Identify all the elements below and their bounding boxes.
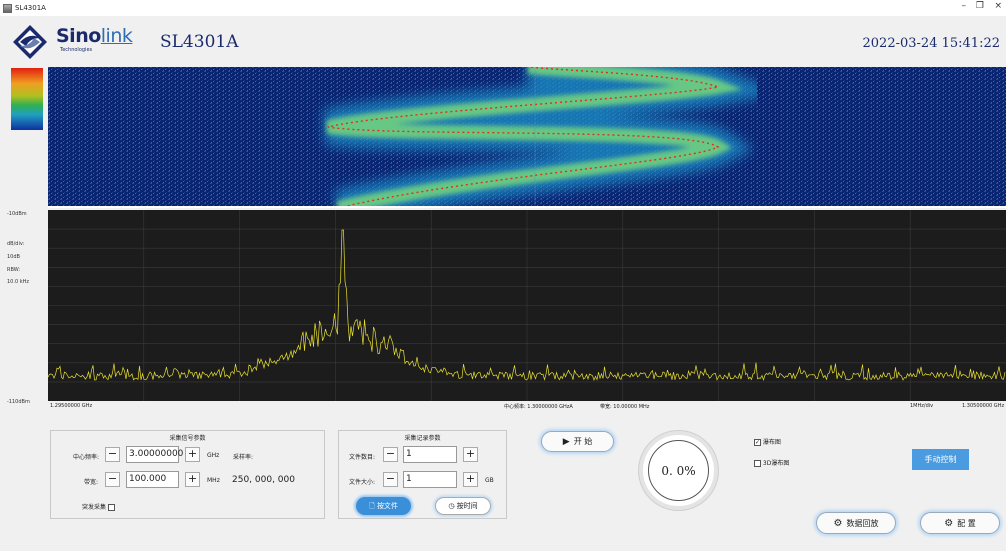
- sample-rate-value: 250, 000, 000: [232, 475, 295, 485]
- spectrum-trace: [48, 229, 1006, 382]
- bandwidth-input[interactable]: 100.000: [126, 471, 179, 488]
- ref-level-top: -10dBm: [7, 211, 27, 217]
- ref-level-bottom: -110dBm: [7, 399, 30, 405]
- waterfall-display: [48, 67, 1006, 208]
- center-freq-input[interactable]: 3.00000000: [126, 446, 183, 463]
- file-count-decrement-button[interactable]: −: [383, 447, 398, 462]
- minimize-button[interactable]: –: [961, 1, 967, 11]
- sinolink-logo-icon: [13, 25, 47, 59]
- rbw-value: 10.0 kHz: [7, 279, 30, 285]
- axis-stop-freq: 1.30500000 GHz: [962, 403, 1005, 409]
- burst-acquire-label: 突发采集: [82, 502, 115, 511]
- file-size-increment-button[interactable]: +: [463, 472, 478, 487]
- bandwidth-label: 带宽:: [84, 479, 99, 486]
- by-file-button[interactable]: 🗋 按文件: [356, 497, 411, 515]
- waterfall-plot: [48, 67, 1006, 206]
- file-size-label: 文件大小:: [349, 479, 376, 486]
- start-button[interactable]: ▶ 开 始: [541, 431, 614, 452]
- acquisition-params-panel: 采集信号参数 中心频率: − 3.00000000 + GHz 采样率: 带宽:…: [50, 430, 325, 519]
- axis-center-freq: 中心频率: 1.30000000 GHzA: [504, 404, 573, 410]
- axis-span: 带宽: 10.00000 MHz: [600, 404, 650, 410]
- file-count-input[interactable]: 1: [403, 446, 457, 463]
- waterfall3d-option: 3D瀑布图: [754, 458, 789, 467]
- header: Sinolink Technologies SL4301A 2022-03-24…: [0, 16, 1006, 66]
- brand-subtitle: Technologies: [60, 47, 93, 53]
- sample-rate-label: 采样率:: [233, 454, 254, 461]
- close-button[interactable]: ×: [994, 1, 1002, 11]
- file-size-input[interactable]: 1: [403, 471, 457, 488]
- record-params-panel: 采集记录参数 文件数目: − 1 + 文件大小: − 1 + GB 🗋 按文件 …: [338, 430, 507, 519]
- manual-control-button[interactable]: 手动控制: [912, 449, 969, 470]
- config-button[interactable]: ⚙ 配 置: [920, 512, 1000, 534]
- acquisition-panel-title: 采集信号参数: [169, 435, 206, 442]
- axis-start-freq: 1.29500000 GHz: [50, 403, 93, 409]
- file-icon: 🗋: [369, 502, 375, 510]
- center-freq-increment-button[interactable]: +: [185, 447, 200, 462]
- waterfall-color-scale: [11, 68, 43, 130]
- waterfall3d-checkbox[interactable]: [754, 460, 761, 467]
- spectrum-plot: [48, 210, 1006, 401]
- waterfall-option: ✓ 瀑布图: [754, 439, 781, 446]
- settings-gear-icon: ⚙: [944, 517, 954, 529]
- clock-icon: ◷: [448, 502, 455, 510]
- file-count-label: 文件数目:: [349, 454, 376, 461]
- center-freq-unit: GHz: [207, 452, 220, 459]
- data-playback-button[interactable]: ⚙ 数据回放: [816, 512, 896, 534]
- gear-icon: ⚙: [833, 517, 843, 529]
- device-model: SL4301A: [160, 32, 239, 52]
- bandwidth-unit: MHz: [207, 477, 220, 484]
- db-div-label: dB/div:: [7, 241, 25, 247]
- center-freq-label: 中心频率:: [73, 454, 100, 461]
- by-time-button[interactable]: ◷ 按时间: [435, 497, 491, 515]
- play-icon: ▶: [562, 436, 570, 447]
- burst-acquire-checkbox[interactable]: [107, 504, 115, 511]
- brand-logo-text: Sinolink: [56, 25, 133, 47]
- window-titlebar: SL4301A – ❐ ×: [0, 0, 1006, 16]
- db-div-value: 10dB: [7, 254, 20, 260]
- waterfall-checkbox[interactable]: ✓: [754, 439, 761, 446]
- restore-button[interactable]: ❐: [975, 1, 984, 11]
- bandwidth-increment-button[interactable]: +: [185, 472, 200, 487]
- center-freq-decrement-button[interactable]: −: [105, 447, 120, 462]
- file-count-increment-button[interactable]: +: [463, 447, 478, 462]
- app-icon: [3, 3, 12, 13]
- record-panel-title: 采集记录参数: [404, 435, 441, 442]
- spectrum-display: [48, 210, 1006, 401]
- window-title: SL4301A: [15, 4, 46, 12]
- datetime-display: 2022-03-24 15:41:22: [862, 36, 1000, 51]
- file-size-unit: GB: [485, 477, 494, 484]
- progress-gauge: 0. 0%: [639, 431, 718, 510]
- progress-value: 0. 0%: [648, 440, 709, 501]
- axis-div: 1MHz/div: [910, 403, 934, 409]
- rbw-label: RBW:: [7, 267, 21, 273]
- file-size-decrement-button[interactable]: −: [383, 472, 398, 487]
- bandwidth-decrement-button[interactable]: −: [105, 472, 120, 487]
